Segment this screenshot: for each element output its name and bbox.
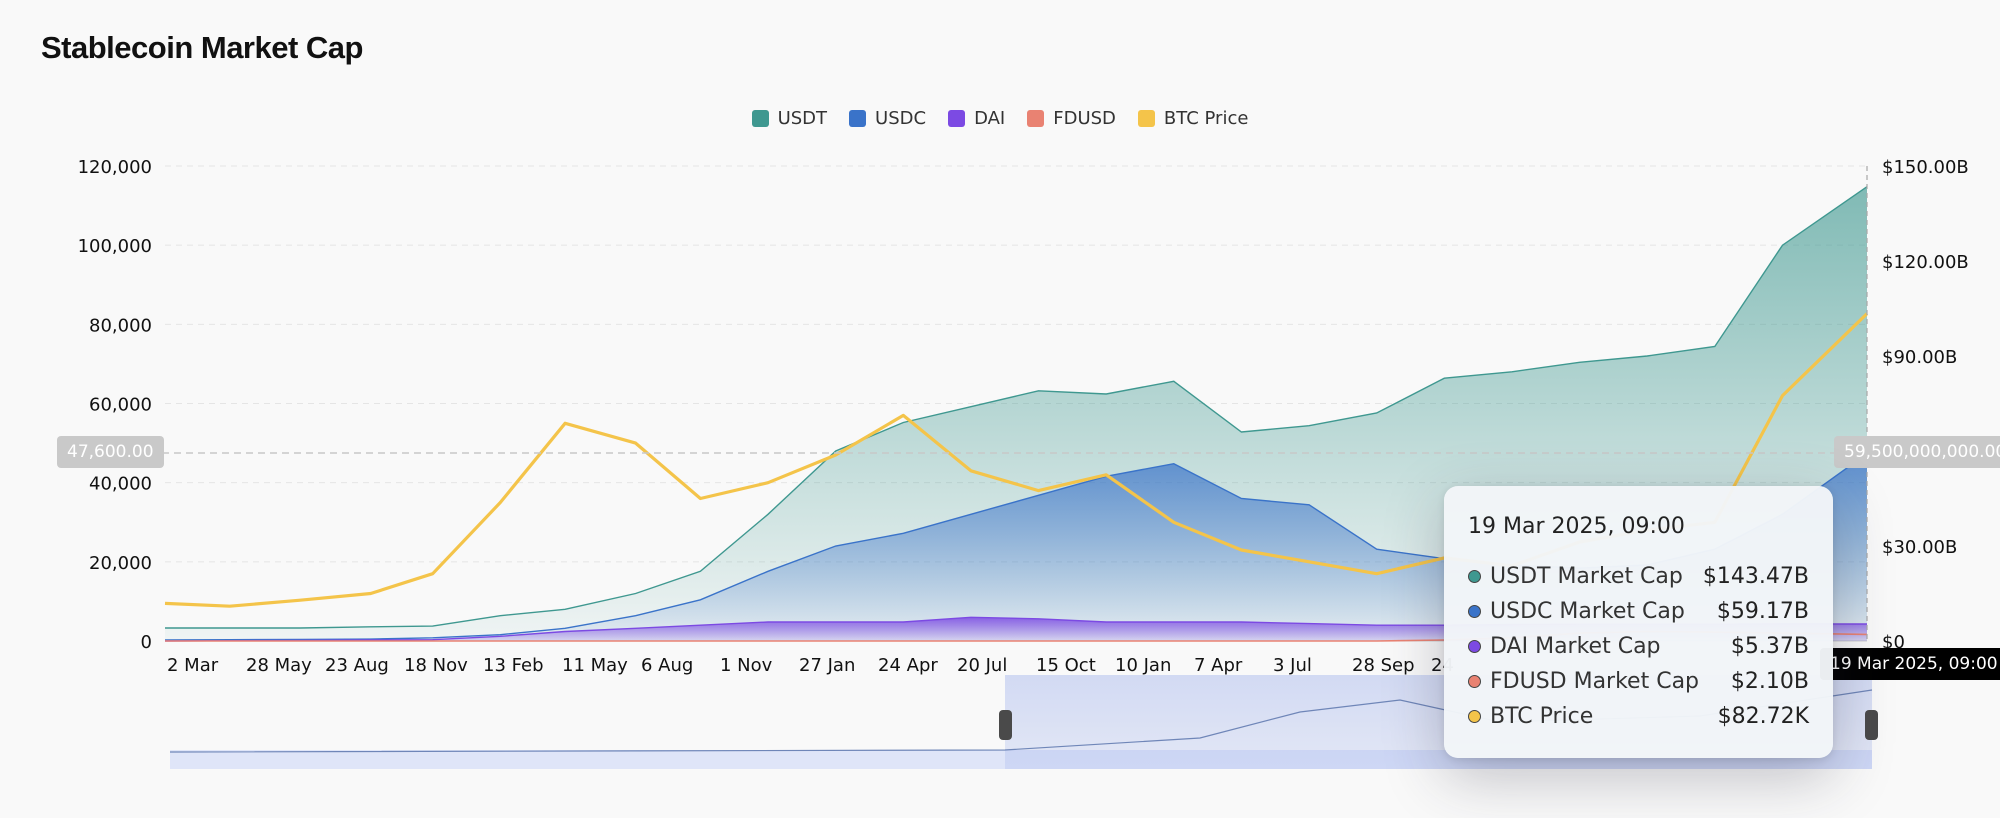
tooltip-row: BTC Price $82.72K xyxy=(1468,699,1809,734)
y-left-tick-label: 100,000 xyxy=(78,236,152,257)
legend-item-btc-price[interactable]: BTC Price xyxy=(1137,108,1249,129)
tooltip-row-value: $82.72K xyxy=(1717,704,1809,729)
x-tick-label: 11 May xyxy=(562,655,628,676)
crosshair-date-badge: 19 Mar 2025, 09:00 xyxy=(1820,648,2000,680)
x-tick-label: 7 Apr xyxy=(1194,655,1243,676)
tooltip-row-label: USDC Market Cap xyxy=(1490,599,1685,624)
usdc-area xyxy=(165,453,1867,641)
tooltip-row-value: $5.37B xyxy=(1730,634,1809,659)
y-left-tick-label: 80,000 xyxy=(89,315,152,336)
x-tick-label: 6 Aug xyxy=(641,655,693,676)
series-dot-icon xyxy=(1468,605,1481,618)
tooltip-row: USDT Market Cap $143.47B xyxy=(1468,559,1809,594)
usdt-area xyxy=(165,186,1867,641)
x-tick-label: 27 Jan xyxy=(799,655,855,676)
chart-tooltip: 19 Mar 2025, 09:00 USDT Market Cap $143.4… xyxy=(1444,486,1833,758)
legend-swatch xyxy=(1027,110,1045,127)
y-right-tick-label: $0 xyxy=(1882,632,1905,653)
x-tick-label: 13 Feb xyxy=(483,655,544,676)
tooltip-row-value: $59.17B xyxy=(1716,599,1809,624)
tooltip-row-label: USDT Market Cap xyxy=(1490,564,1683,589)
page-title: Stablecoin Market Cap xyxy=(41,30,363,65)
y-left-tick-label: 0 xyxy=(141,632,152,653)
tooltip-row: USDC Market Cap $59.17B xyxy=(1468,594,1809,629)
legend-item-fdusd[interactable]: FDUSD xyxy=(1027,108,1116,129)
legend-item-dai[interactable]: DAI xyxy=(948,108,1005,129)
series-dot-icon xyxy=(1468,570,1481,583)
y-left-tick-label: 60,000 xyxy=(89,395,152,416)
y-left-tick-label: 120,000 xyxy=(78,157,152,178)
dai-area xyxy=(165,617,1867,641)
right-crosshair-value: 59,500,000,000.00 xyxy=(1834,436,2000,468)
y-left-tick-label: 40,000 xyxy=(89,474,152,495)
tooltip-row-label: BTC Price xyxy=(1490,704,1594,729)
legend-label: FDUSD xyxy=(1053,108,1116,129)
y-right-tick-label: $150.00B xyxy=(1882,157,1969,178)
x-tick-label: 24 Apr xyxy=(878,655,938,676)
legend-label: USDC xyxy=(875,108,927,129)
legend-swatch xyxy=(751,110,769,127)
legend-label: DAI xyxy=(974,108,1006,129)
tooltip-title: 19 Mar 2025, 09:00 xyxy=(1468,514,1685,539)
y-right-tick-label: $90.00B xyxy=(1882,347,1957,368)
x-tick-label: 18 Nov xyxy=(404,655,468,676)
series-dot-icon xyxy=(1468,675,1481,688)
navigator-left-handle[interactable] xyxy=(999,710,1012,740)
y-left-tick-label: 20,000 xyxy=(89,553,152,574)
x-tick-label: 28 May xyxy=(246,655,312,676)
legend-swatch xyxy=(849,110,867,127)
series-dot-icon xyxy=(1468,710,1481,723)
tooltip-row-label: DAI Market Cap xyxy=(1490,634,1661,659)
tooltip-row: DAI Market Cap $5.37B xyxy=(1468,629,1809,664)
series-dot-icon xyxy=(1468,640,1481,653)
x-tick-label: 20 Jul xyxy=(957,655,1007,676)
tooltip-row-value: $143.47B xyxy=(1702,564,1809,589)
x-tick-label: 2 Mar xyxy=(167,655,219,676)
legend-item-usdt[interactable]: USDT xyxy=(751,108,828,129)
legend-label: USDT xyxy=(777,108,828,129)
x-tick-label: 3 Jul xyxy=(1273,655,1312,676)
legend-item-usdc[interactable]: USDC xyxy=(849,108,926,129)
x-tick-label: 10 Jan xyxy=(1115,655,1171,676)
usdt-line xyxy=(165,186,1868,629)
legend-swatch xyxy=(948,110,966,127)
navigator-right-handle[interactable] xyxy=(1865,710,1878,740)
chart-legend: USDT USDC DAI FDUSD BTC Price xyxy=(0,108,2000,129)
tooltip-row-label: FDUSD Market Cap xyxy=(1490,669,1700,694)
x-tick-label: 23 Aug xyxy=(325,655,389,676)
x-tick-label: 1 Nov xyxy=(720,655,773,676)
legend-label: BTC Price xyxy=(1163,108,1249,129)
x-tick-label: 15 Oct xyxy=(1036,655,1096,676)
legend-swatch xyxy=(1137,110,1155,127)
tooltip-row: FDUSD Market Cap $2.10B xyxy=(1468,664,1809,699)
left-crosshair-value: 47,600.00 xyxy=(57,436,164,468)
y-right-tick-label: $120.00B xyxy=(1882,252,1969,273)
y-right-tick-label: $30.00B xyxy=(1882,537,1957,558)
x-tick-label: 28 Sep xyxy=(1352,655,1415,676)
tooltip-row-value: $2.10B xyxy=(1730,669,1809,694)
